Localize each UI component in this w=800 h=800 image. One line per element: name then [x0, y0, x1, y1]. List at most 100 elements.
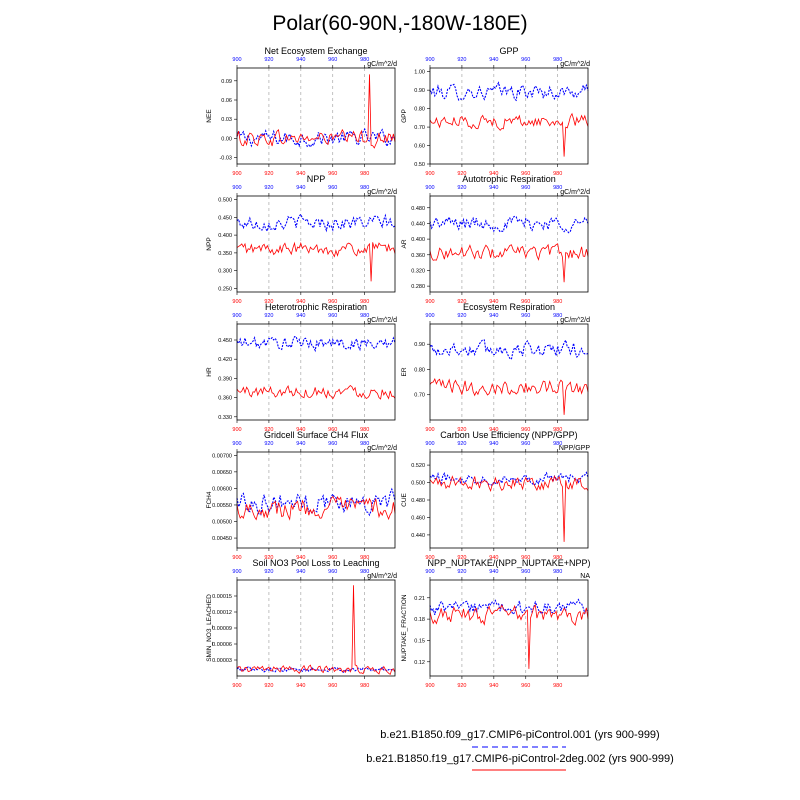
plot-frame: [429, 67, 589, 165]
x-tick-label-bottom: 900: [232, 299, 241, 305]
series-line-run2: [236, 384, 396, 400]
panel-units: gC/m^2/d: [560, 61, 590, 68]
x-tick-label-top: 980: [360, 57, 369, 63]
y-tick-label: -0.03: [219, 156, 232, 162]
series-line-run1: [236, 127, 396, 149]
x-tick-label-top: 960: [328, 313, 337, 319]
x-tick-label-top: 980: [360, 569, 369, 575]
y-tick-label: 0.250: [218, 286, 232, 292]
x-tick-label-top: 940: [296, 313, 305, 319]
panel-units: gC/m^2/d: [560, 189, 590, 196]
plot-frame: [236, 451, 396, 549]
x-tick-label-bottom: 920: [264, 171, 273, 177]
series-line-run1: [236, 213, 396, 233]
x-tick-label-bottom: 900: [425, 299, 434, 305]
y-tick-label: 0.360: [218, 396, 232, 402]
main-title: Polar(60-90N,-180W-180E): [272, 12, 527, 35]
x-tick-label-bottom: 980: [360, 427, 369, 433]
x-tick-label-bottom: 960: [521, 299, 530, 305]
y-axis-label: NPP: [206, 237, 213, 250]
y-tick-label: 0.50: [414, 162, 425, 168]
x-tick-label-top: 900: [425, 185, 434, 191]
x-tick-label-top: 900: [232, 313, 241, 319]
y-tick-label: 0.00009: [212, 626, 232, 632]
y-tick-label: 0.00450: [212, 536, 232, 542]
panel-8: Soil NO3 Pool Loss to Leaching gN/m^2/d 0.…: [206, 558, 397, 689]
x-tick-label-bottom: 900: [232, 171, 241, 177]
x-tick-label-top: 940: [296, 185, 305, 191]
plot-frame: [236, 579, 396, 677]
x-tick-label-top: 900: [425, 57, 434, 63]
x-tick-label-top: 920: [264, 57, 273, 63]
x-tick-label-bottom: 900: [425, 683, 434, 689]
x-tick-label-bottom: 920: [264, 555, 273, 561]
y-tick-label: 0.440: [411, 533, 425, 539]
y-axis-label: SMIN_NO3_LEACHED: [206, 594, 213, 662]
panel-title: Net Ecosystem Exchange: [264, 46, 367, 56]
x-tick-label-bottom: 980: [360, 683, 369, 689]
y-tick-label: 0.390: [218, 376, 232, 382]
y-axis-label: ER: [401, 367, 408, 376]
x-tick-label-bottom: 940: [489, 683, 498, 689]
x-tick-label-top: 940: [489, 313, 498, 319]
panel-3: Autotrophic Respiration gC/m^2/d 0.480 0.44…: [401, 174, 590, 305]
x-tick-label-bottom: 980: [553, 683, 562, 689]
panel-units: gC/m^2/d: [367, 61, 397, 68]
series-line-run2: [429, 603, 589, 669]
x-tick-label-top: 920: [457, 313, 466, 319]
x-tick-label-bottom: 940: [296, 171, 305, 177]
x-tick-label-top: 900: [232, 441, 241, 447]
x-tick-label-top: 980: [553, 441, 562, 447]
x-tick-label-top: 940: [296, 569, 305, 575]
y-tick-label: 0.15: [414, 638, 425, 644]
x-tick-label-top: 900: [425, 569, 434, 575]
series-line-run1: [429, 598, 589, 616]
y-tick-label: 0.00500: [212, 520, 232, 526]
x-tick-label-top: 900: [232, 185, 241, 191]
y-tick-label: 0.00650: [212, 470, 232, 476]
panel-title: NPP: [307, 174, 326, 184]
x-tick-label-top: 980: [553, 57, 562, 63]
legend-label-run1: b.e21.B1850.f09_g17.CMIP6-piControl.001 …: [380, 729, 659, 741]
x-tick-label-bottom: 920: [457, 299, 466, 305]
x-tick-label-top: 920: [264, 185, 273, 191]
x-tick-label-top: 980: [360, 313, 369, 319]
y-tick-label: 0.460: [411, 515, 425, 521]
x-tick-label-bottom: 980: [553, 555, 562, 561]
y-tick-label: 0.90: [414, 88, 425, 94]
x-tick-label-top: 960: [521, 185, 530, 191]
y-tick-label: 0.90: [414, 342, 425, 348]
y-tick-label: 0.00550: [212, 503, 232, 509]
x-tick-label-top: 940: [296, 57, 305, 63]
x-tick-label-top: 900: [232, 57, 241, 63]
y-axis-label: GPP: [401, 109, 408, 123]
y-tick-label: 0.06: [221, 98, 232, 104]
y-axis-label: CUE: [401, 492, 408, 506]
y-tick-label: 0.00015: [212, 594, 232, 600]
x-tick-label-bottom: 960: [521, 427, 530, 433]
x-tick-label-bottom: 920: [264, 427, 273, 433]
y-tick-label: 0.03: [221, 117, 232, 123]
y-tick-label: 1.00: [414, 70, 425, 76]
plot-frame: [429, 195, 589, 293]
y-tick-label: 0.300: [218, 269, 232, 275]
panel-units: NPP/GPP: [559, 445, 590, 452]
x-tick-label-bottom: 960: [328, 171, 337, 177]
series-line-run1: [429, 471, 589, 487]
y-tick-label: 0.00700: [212, 453, 232, 459]
x-tick-label-top: 980: [360, 185, 369, 191]
x-tick-label-top: 960: [521, 57, 530, 63]
series-line-run2: [236, 241, 396, 282]
y-tick-label: 0.480: [411, 498, 425, 504]
y-tick-label: 0.00600: [212, 486, 232, 492]
x-tick-label-bottom: 920: [457, 427, 466, 433]
x-tick-label-bottom: 940: [489, 299, 498, 305]
x-tick-label-top: 960: [328, 57, 337, 63]
y-tick-label: 0.350: [218, 251, 232, 257]
panel-6: Gridcell Surface CH4 Flux gC/m^2/d 0.00700…: [206, 430, 397, 561]
y-tick-label: 0.70: [414, 125, 425, 131]
x-tick-label-bottom: 980: [553, 427, 562, 433]
panel-title: Carbon Use Efficiency (NPP/GPP): [440, 430, 577, 440]
x-tick-label-bottom: 900: [425, 171, 434, 177]
y-tick-label: 0.280: [411, 284, 425, 290]
